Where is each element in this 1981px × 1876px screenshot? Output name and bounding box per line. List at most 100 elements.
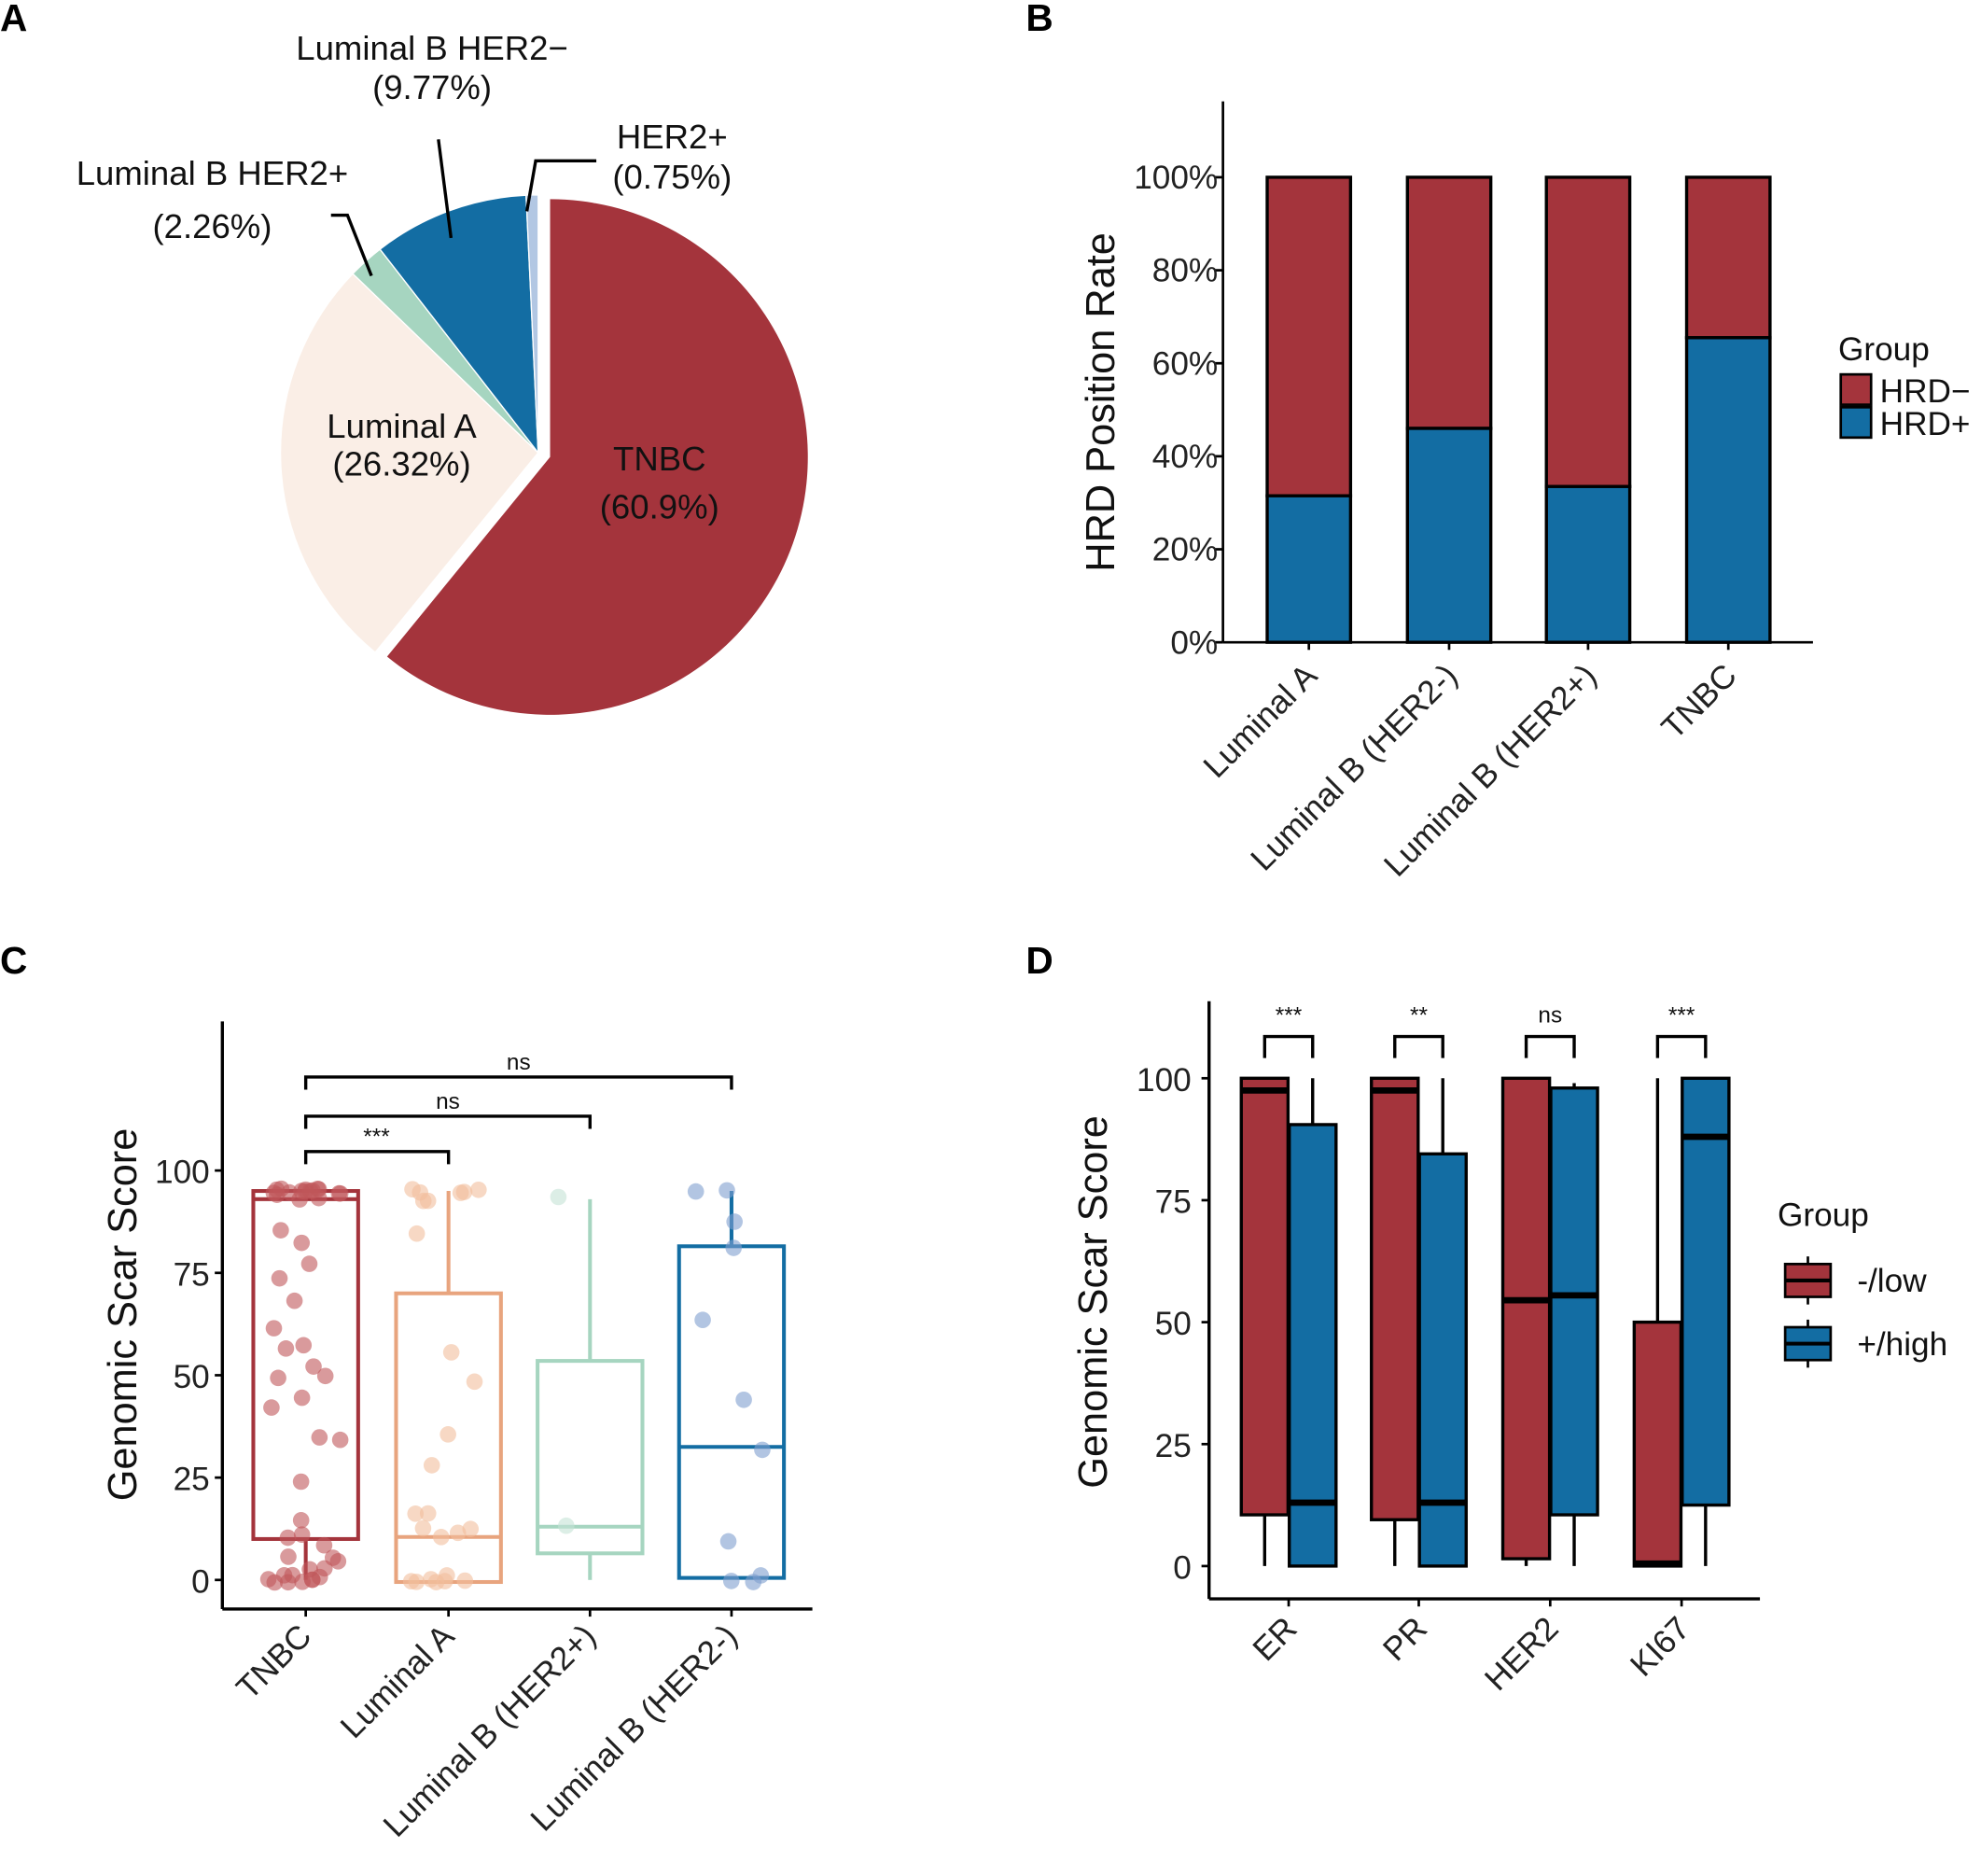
pie-label-percent: (0.75%): [612, 158, 732, 196]
significance-bracket: [303, 1114, 592, 1129]
data-point: [300, 1255, 318, 1272]
y-tick-label: 60%: [1152, 345, 1218, 382]
bar-segment-hrd-pos: [1544, 484, 1632, 644]
bar-segment-hrd-pos: [1684, 336, 1772, 644]
data-point: [279, 1574, 297, 1591]
pie-label-name: Luminal A: [327, 407, 477, 445]
leader-line: [330, 213, 373, 277]
x-tick-label: TNBC: [1654, 657, 1743, 746]
y-tick-label: 100%: [1134, 160, 1218, 196]
x-tick-label: TNBC: [230, 1617, 318, 1706]
box: [1632, 1320, 1683, 1568]
pie-label-percent: (60.9%): [600, 487, 719, 525]
significance-bracket: [1655, 1034, 1708, 1058]
legend-key-hrd-neg: [1839, 372, 1873, 406]
data-point: [725, 1239, 743, 1256]
box: [677, 1244, 787, 1580]
significance-bracket: [303, 1150, 451, 1165]
box: [1500, 1076, 1552, 1561]
leader-line: [437, 139, 453, 239]
data-point: [452, 1184, 469, 1201]
data-point: [263, 1399, 280, 1416]
data-point: [466, 1373, 483, 1391]
pie-slice: [279, 273, 539, 653]
data-point: [270, 1369, 286, 1387]
y-tick-label: 20%: [1152, 532, 1218, 568]
data-point: [280, 1548, 297, 1565]
data-point: [694, 1311, 711, 1329]
y-tick-label: 100: [155, 1155, 210, 1191]
stacked-bar-chart: 0% 20% 40% 60% 80% 100% HRD Position Rate Lumin…: [1079, 101, 1971, 884]
data-point: [329, 1553, 347, 1570]
y-tick-label: 25: [1155, 1428, 1192, 1464]
data-point: [305, 1358, 322, 1375]
significance-label: ns: [507, 1050, 531, 1075]
data-point: [269, 1186, 286, 1203]
data-point: [423, 1457, 440, 1474]
data-point: [271, 1269, 288, 1287]
x-tick-label: KI67: [1624, 1610, 1697, 1684]
panel-label-c: C: [0, 939, 27, 982]
data-point: [295, 1337, 313, 1354]
data-point: [279, 1529, 297, 1547]
significance-bracket: [303, 1075, 733, 1090]
data-point: [293, 1234, 311, 1252]
data-point: [558, 1517, 575, 1534]
pie-label-name: Luminal B HER2+: [77, 154, 349, 192]
x-tick-label: Luminal A: [334, 1617, 462, 1745]
panel-label-a: A: [0, 0, 27, 39]
data-point: [277, 1340, 295, 1357]
data-point: [310, 1189, 328, 1207]
box: [1288, 1123, 1338, 1568]
data-point: [745, 1574, 762, 1590]
bar-segment-hrd-neg: [1684, 175, 1772, 340]
y-tick-label: 40%: [1152, 439, 1218, 475]
data-point: [722, 1573, 740, 1589]
data-point: [433, 1529, 450, 1546]
legend-label: +/high: [1857, 1326, 1947, 1363]
significance-label: ***: [363, 1125, 390, 1150]
pie-label-name: TNBC: [613, 440, 705, 478]
significance-bracket: [1263, 1034, 1315, 1058]
bar-segment-hrd-neg: [1405, 175, 1493, 430]
box: [1417, 1152, 1468, 1568]
data-point: [419, 1505, 437, 1522]
data-point: [414, 1192, 432, 1210]
legend-label: -/low: [1857, 1263, 1927, 1299]
box-plot-markers: 0 25 50 75 100 Genomic Scar Score *** ER ** PR ns H…: [1071, 1001, 1947, 1698]
data-point: [439, 1426, 456, 1443]
legend-title: Group: [1838, 331, 1930, 368]
significance-label: ***: [1668, 1003, 1695, 1029]
y-tick-label: 25: [174, 1462, 210, 1498]
data-point: [331, 1431, 349, 1449]
data-point: [265, 1320, 283, 1337]
bar-segment-hrd-pos: [1265, 494, 1353, 644]
significance-label: **: [1410, 1003, 1428, 1029]
box: [536, 1359, 645, 1556]
pie-label-percent: (9.77%): [372, 68, 492, 106]
data-point: [462, 1520, 480, 1537]
pie-label-name: Luminal B HER2−: [296, 29, 568, 67]
data-point: [687, 1183, 705, 1200]
data-point: [404, 1181, 421, 1197]
panel-label-b: B: [1025, 0, 1053, 39]
pie-chart: TNBC (60.9%) Luminal A(26.32%) Luminal B HE…: [77, 29, 808, 715]
x-tick-label: HER2: [1478, 1610, 1566, 1698]
y-axis-title: Genomic Scar Score: [1071, 1115, 1116, 1489]
data-point: [266, 1574, 284, 1591]
pie-label-name: HER2+: [617, 118, 728, 156]
data-point: [292, 1512, 310, 1529]
data-point: [442, 1344, 460, 1361]
data-point: [286, 1292, 303, 1309]
box: [1239, 1076, 1290, 1517]
significance-bracket: [1393, 1034, 1444, 1058]
data-point: [726, 1213, 743, 1230]
box: [1370, 1076, 1420, 1521]
data-point: [550, 1188, 567, 1206]
legend-label-hrd-neg: HRD−: [1880, 373, 1971, 410]
data-point: [292, 1473, 310, 1491]
y-tick-label: 75: [174, 1256, 210, 1293]
bar-segment-hrd-neg: [1544, 175, 1632, 488]
x-tick-label: Luminal A: [1196, 657, 1324, 785]
